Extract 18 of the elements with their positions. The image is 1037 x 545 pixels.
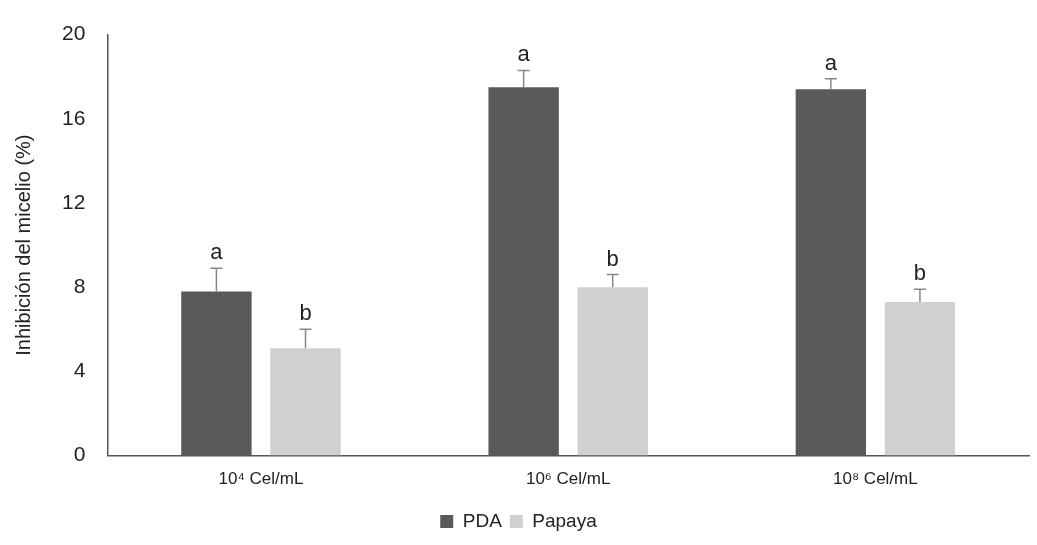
y-tick-label: 8: [73, 274, 86, 297]
legend-label: PDA: [462, 509, 503, 531]
y-tick-label: 4: [73, 358, 86, 382]
y-tick-label: 16: [62, 105, 86, 129]
x-tick-label: 10⁸ Cel/mL: [833, 469, 918, 489]
data-label: b: [606, 245, 619, 271]
y-tick-label: 20: [62, 21, 86, 45]
data-label: a: [210, 239, 224, 265]
y-tick-label: 12: [62, 189, 86, 213]
y-tick-label: 0: [73, 442, 86, 466]
x-tick-label: 10⁶ Cel/mL: [525, 469, 611, 489]
legend-label: Papaya: [532, 509, 598, 531]
data-label: a: [517, 41, 531, 67]
data-label: b: [913, 260, 927, 286]
data-label: b: [299, 300, 312, 326]
y-axis-title: Inhibición del micelio (%): [11, 134, 34, 356]
data-label: a: [824, 49, 838, 75]
x-tick-label: 10⁴ Cel/mL: [218, 469, 304, 489]
